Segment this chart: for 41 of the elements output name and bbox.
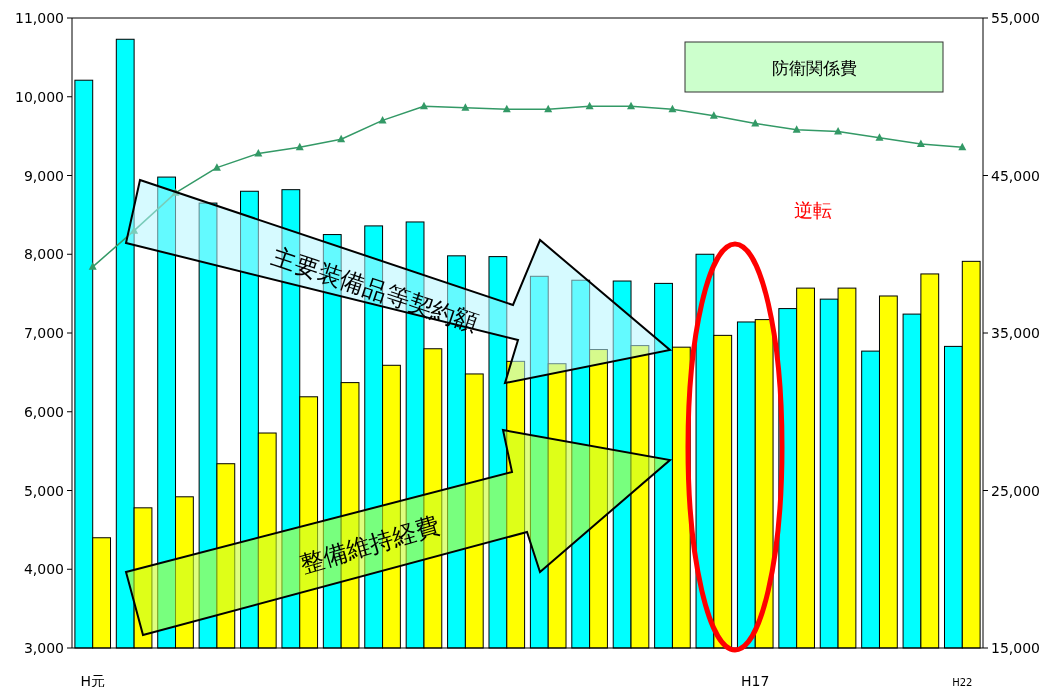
y2-tick-label: 55,000 <box>991 10 1040 26</box>
y-tick-label: 3,000 <box>23 640 64 656</box>
annotation: 逆転 <box>794 199 832 221</box>
point <box>171 188 180 196</box>
point <box>875 133 884 141</box>
point <box>916 139 925 147</box>
point <box>792 125 801 133</box>
point <box>254 148 263 157</box>
point <box>295 142 304 151</box>
y2-tick-label: 15,000 <box>991 640 1040 656</box>
y-tick-label: 4,000 <box>23 561 64 578</box>
point <box>502 104 511 113</box>
point <box>212 163 221 171</box>
y-tick-label: 8,000 <box>23 246 64 263</box>
y-tick-label: 7,000 <box>23 325 64 341</box>
point <box>544 104 553 113</box>
y-tick-label: 9,000 <box>23 167 64 184</box>
point <box>751 119 760 127</box>
y-tick-label: 5,000 <box>23 482 64 499</box>
y-tick-label: 11,000 <box>15 10 64 26</box>
point <box>958 142 967 151</box>
y-tick-label: 6,000 <box>23 403 64 420</box>
point <box>88 262 97 270</box>
point <box>668 104 677 113</box>
series-label: 主要装備品等契約額 <box>268 242 482 338</box>
y-tick-label: 10,000 <box>15 88 64 105</box>
point <box>585 101 594 110</box>
text: 整備維持経費 <box>296 511 444 579</box>
y2-tick-label: 45,000 <box>991 167 1040 184</box>
point <box>627 101 636 110</box>
point <box>709 111 718 119</box>
point <box>337 134 346 143</box>
x-tick-label: H17 <box>741 673 770 687</box>
point <box>130 226 139 234</box>
x-tick-label: H元 <box>80 673 105 687</box>
x-tick-label: H22 <box>952 677 973 687</box>
text: 防衛関係費 <box>771 58 857 78</box>
point <box>461 103 470 111</box>
y2-tick-label: 25,000 <box>991 482 1040 499</box>
y2-tick-label: 35,000 <box>991 325 1040 341</box>
point <box>419 101 428 110</box>
